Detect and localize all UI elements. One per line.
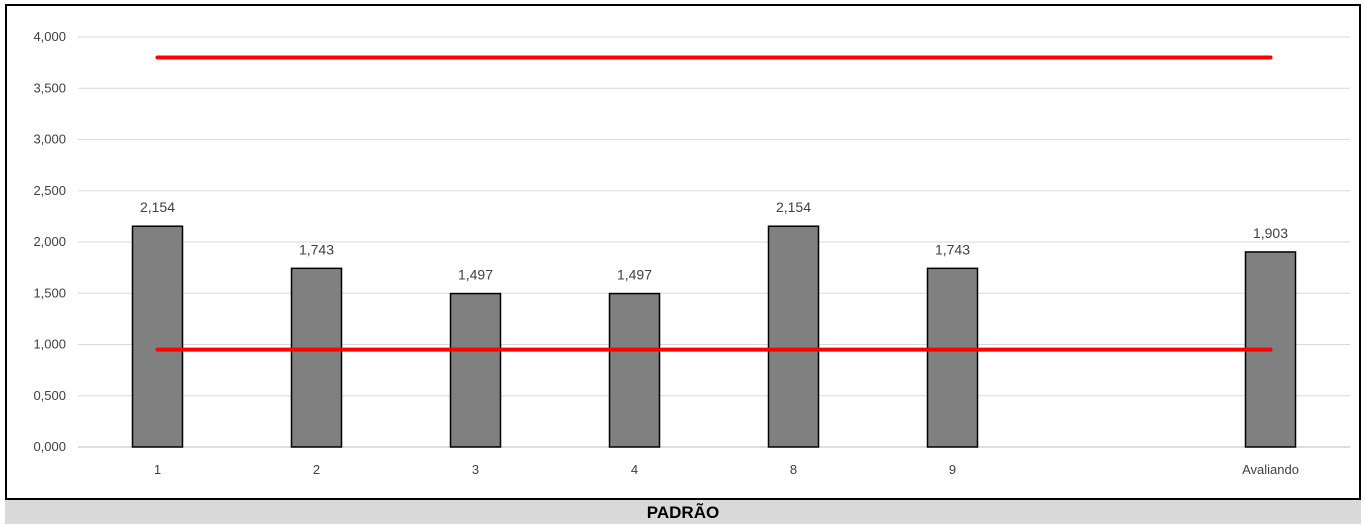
x-tick-label: 4: [631, 462, 638, 477]
bar: [608, 292, 661, 448]
y-tick-label: 0,500: [33, 388, 66, 403]
x-tick-label: 2: [313, 462, 320, 477]
y-tick-label: 4,000: [33, 29, 66, 44]
x-tick-label: 3: [472, 462, 479, 477]
x-tick-label: Avaliando: [1242, 462, 1299, 477]
x-tick-label: 1: [154, 462, 161, 477]
data-label: 2,154: [776, 199, 811, 215]
bar: [449, 292, 502, 448]
data-label: 1,743: [935, 241, 970, 257]
bar-chart: 0,000 0,500 1,000 1,500 2,000 2,500 3,000 3,500…: [33, 29, 1350, 477]
x-tick-label: 8: [790, 462, 797, 477]
y-tick-label: 2,500: [33, 183, 66, 198]
data-label: 2,154: [140, 199, 175, 215]
x-tick-label: 9: [949, 462, 956, 477]
data-label: 1,743: [299, 241, 334, 257]
y-tick-label: 3,500: [33, 80, 66, 95]
y-tick-label: 3,000: [33, 132, 66, 147]
chart-frame: 0,000 0,500 1,000 1,500 2,000 2,500 3,000 3,500…: [5, 4, 1361, 500]
y-tick-label: 1,000: [33, 337, 66, 352]
footer-axis-title: PADRÃO: [5, 500, 1361, 524]
y-tick-label: 0,000: [33, 439, 66, 454]
data-label: 1,903: [1253, 225, 1288, 241]
bar: [131, 225, 184, 448]
bar: [290, 267, 343, 448]
y-tick-label: 1,500: [33, 285, 66, 300]
bar: [926, 267, 979, 448]
data-label: 1,497: [458, 267, 493, 283]
data-label: 1,497: [617, 267, 652, 283]
y-tick-label: 2,000: [33, 234, 66, 249]
bar: [767, 225, 820, 448]
